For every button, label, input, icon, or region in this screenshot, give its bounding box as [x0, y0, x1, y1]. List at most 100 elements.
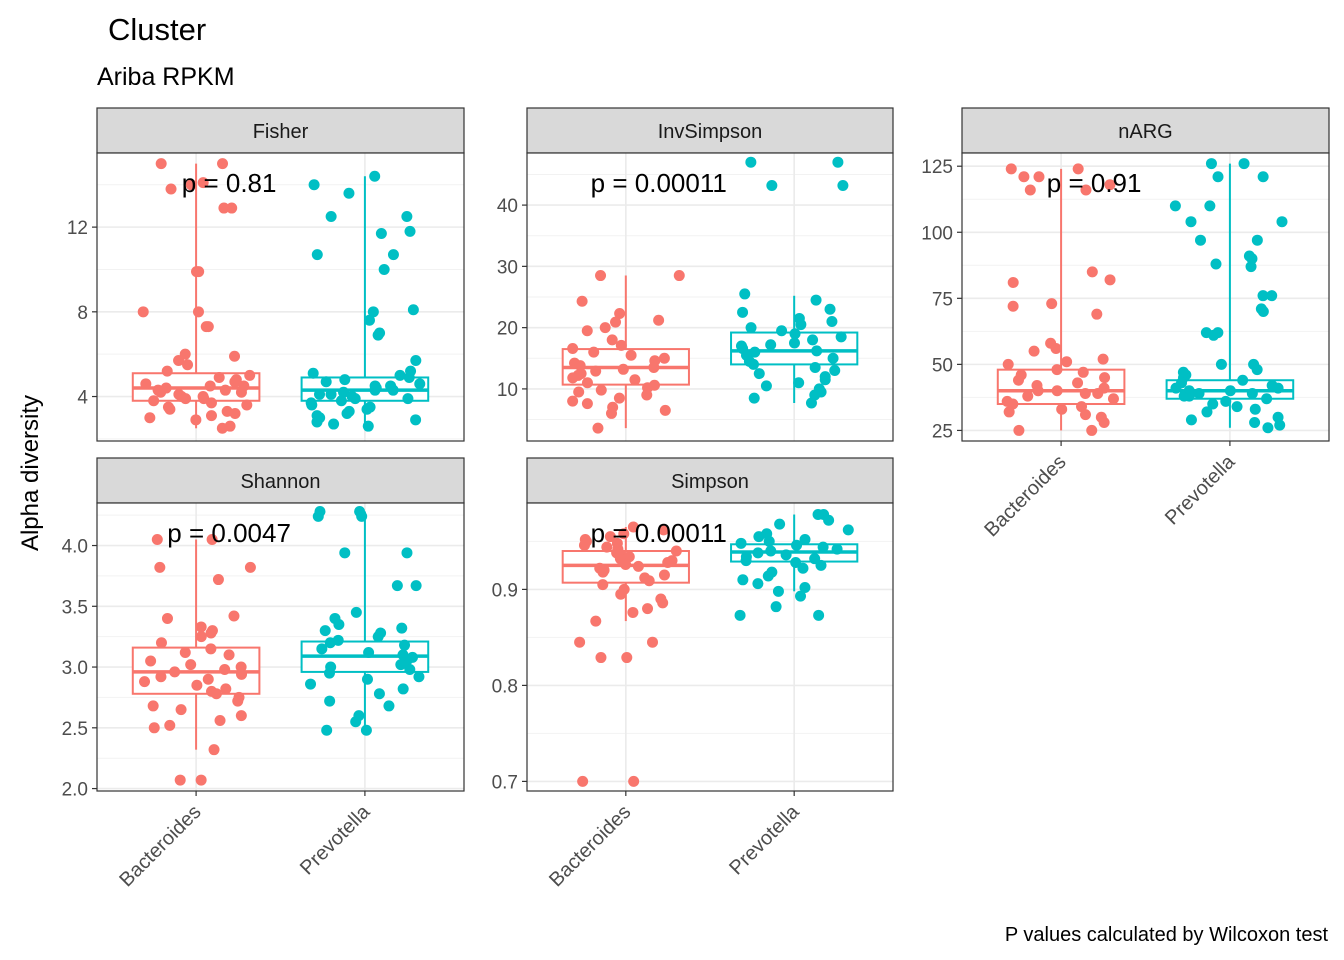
y-tick-label: 125 [921, 157, 953, 178]
data-point [410, 355, 422, 367]
data-point [1208, 329, 1220, 341]
data-point [356, 510, 368, 522]
data-point [312, 510, 324, 522]
data-point [404, 225, 416, 237]
data-point [216, 422, 228, 434]
data-point [824, 303, 836, 315]
x-tick-label: Prevotella [296, 800, 375, 879]
data-point [1050, 343, 1062, 355]
data-point [578, 539, 590, 551]
data-point [195, 631, 207, 643]
data-point [161, 612, 173, 624]
data-point [360, 724, 372, 736]
data-point [383, 700, 395, 712]
data-point [1086, 424, 1098, 436]
p-value-label: p = 0.81 [182, 168, 277, 198]
data-point [606, 334, 618, 346]
data-point [1092, 387, 1104, 399]
data-point [812, 509, 824, 521]
data-point [212, 574, 224, 586]
data-point [1003, 406, 1015, 418]
y-tick-label: 8 [77, 303, 88, 324]
data-point [235, 386, 247, 398]
data-point [1005, 163, 1017, 175]
data-point [229, 350, 241, 362]
data-point [832, 156, 844, 168]
data-point [185, 179, 197, 191]
data-point [1091, 308, 1103, 320]
data-point [770, 601, 782, 613]
data-point [369, 384, 381, 396]
data-point [350, 606, 362, 618]
data-point [325, 211, 337, 223]
data-point [1237, 374, 1249, 386]
data-point [643, 575, 655, 587]
data-point [174, 774, 186, 786]
data-point [401, 547, 413, 559]
data-point [410, 580, 422, 592]
facet-panels: Fisher p = 0.81 4 8 12 InvSimpson p = 0.00011 1… [62, 107, 1330, 891]
data-point [140, 378, 152, 390]
data-point [192, 306, 204, 318]
y-tick-label: 50 [932, 355, 953, 376]
data-point [363, 314, 375, 326]
data-point [1204, 200, 1216, 212]
data-point [320, 376, 332, 388]
data-point [615, 339, 627, 351]
data-point [395, 659, 407, 671]
data-point [765, 545, 777, 557]
data-point [204, 380, 216, 392]
data-point [244, 561, 256, 573]
data-point [740, 555, 752, 567]
data-point [191, 679, 203, 691]
data-point [1061, 356, 1073, 368]
data-point [164, 719, 176, 731]
data-point [307, 367, 319, 379]
p-value-label: p = 0.00011 [591, 168, 727, 198]
data-point [827, 352, 839, 364]
data-point [219, 384, 231, 396]
data-point [752, 578, 764, 590]
data-point [363, 646, 375, 658]
facet-invsimpson: InvSimpson p = 0.00011 10 20 30 40 [497, 107, 894, 442]
data-point [217, 158, 229, 170]
data-point [314, 388, 326, 400]
data-point [1257, 171, 1269, 183]
data-point [219, 663, 231, 675]
data-point [394, 369, 406, 381]
data-point [763, 535, 775, 547]
data-point [407, 304, 419, 316]
data-point [361, 673, 373, 685]
x-tick-label: Prevotella [725, 800, 804, 879]
data-point [375, 227, 387, 239]
data-point [788, 337, 800, 349]
data-point [1028, 345, 1040, 357]
data-point [829, 365, 841, 377]
data-point [404, 663, 416, 675]
data-point [387, 384, 399, 396]
y-tick-label: 2.0 [62, 780, 88, 801]
data-point [139, 676, 151, 688]
y-tick-label: 20 [497, 319, 518, 340]
y-tick-label: 40 [497, 196, 518, 217]
data-point [1046, 298, 1058, 310]
p-value-label: p = 0.91 [1047, 168, 1142, 198]
chart-subtitle: Ariba RPKM [97, 63, 235, 91]
data-point [581, 377, 593, 389]
data-point [210, 688, 222, 700]
data-point [753, 368, 765, 380]
facet-label: InvSimpson [658, 121, 763, 143]
data-point [662, 557, 674, 569]
data-point [627, 606, 639, 618]
data-point [735, 537, 747, 549]
data-point [1086, 266, 1098, 278]
data-point [311, 416, 323, 428]
data-point [1079, 409, 1091, 421]
data-point [1051, 385, 1063, 397]
data-point [621, 652, 633, 664]
data-point [658, 352, 670, 364]
data-point [343, 187, 355, 199]
data-point [748, 392, 760, 404]
data-point [670, 545, 682, 557]
data-point [338, 386, 350, 398]
